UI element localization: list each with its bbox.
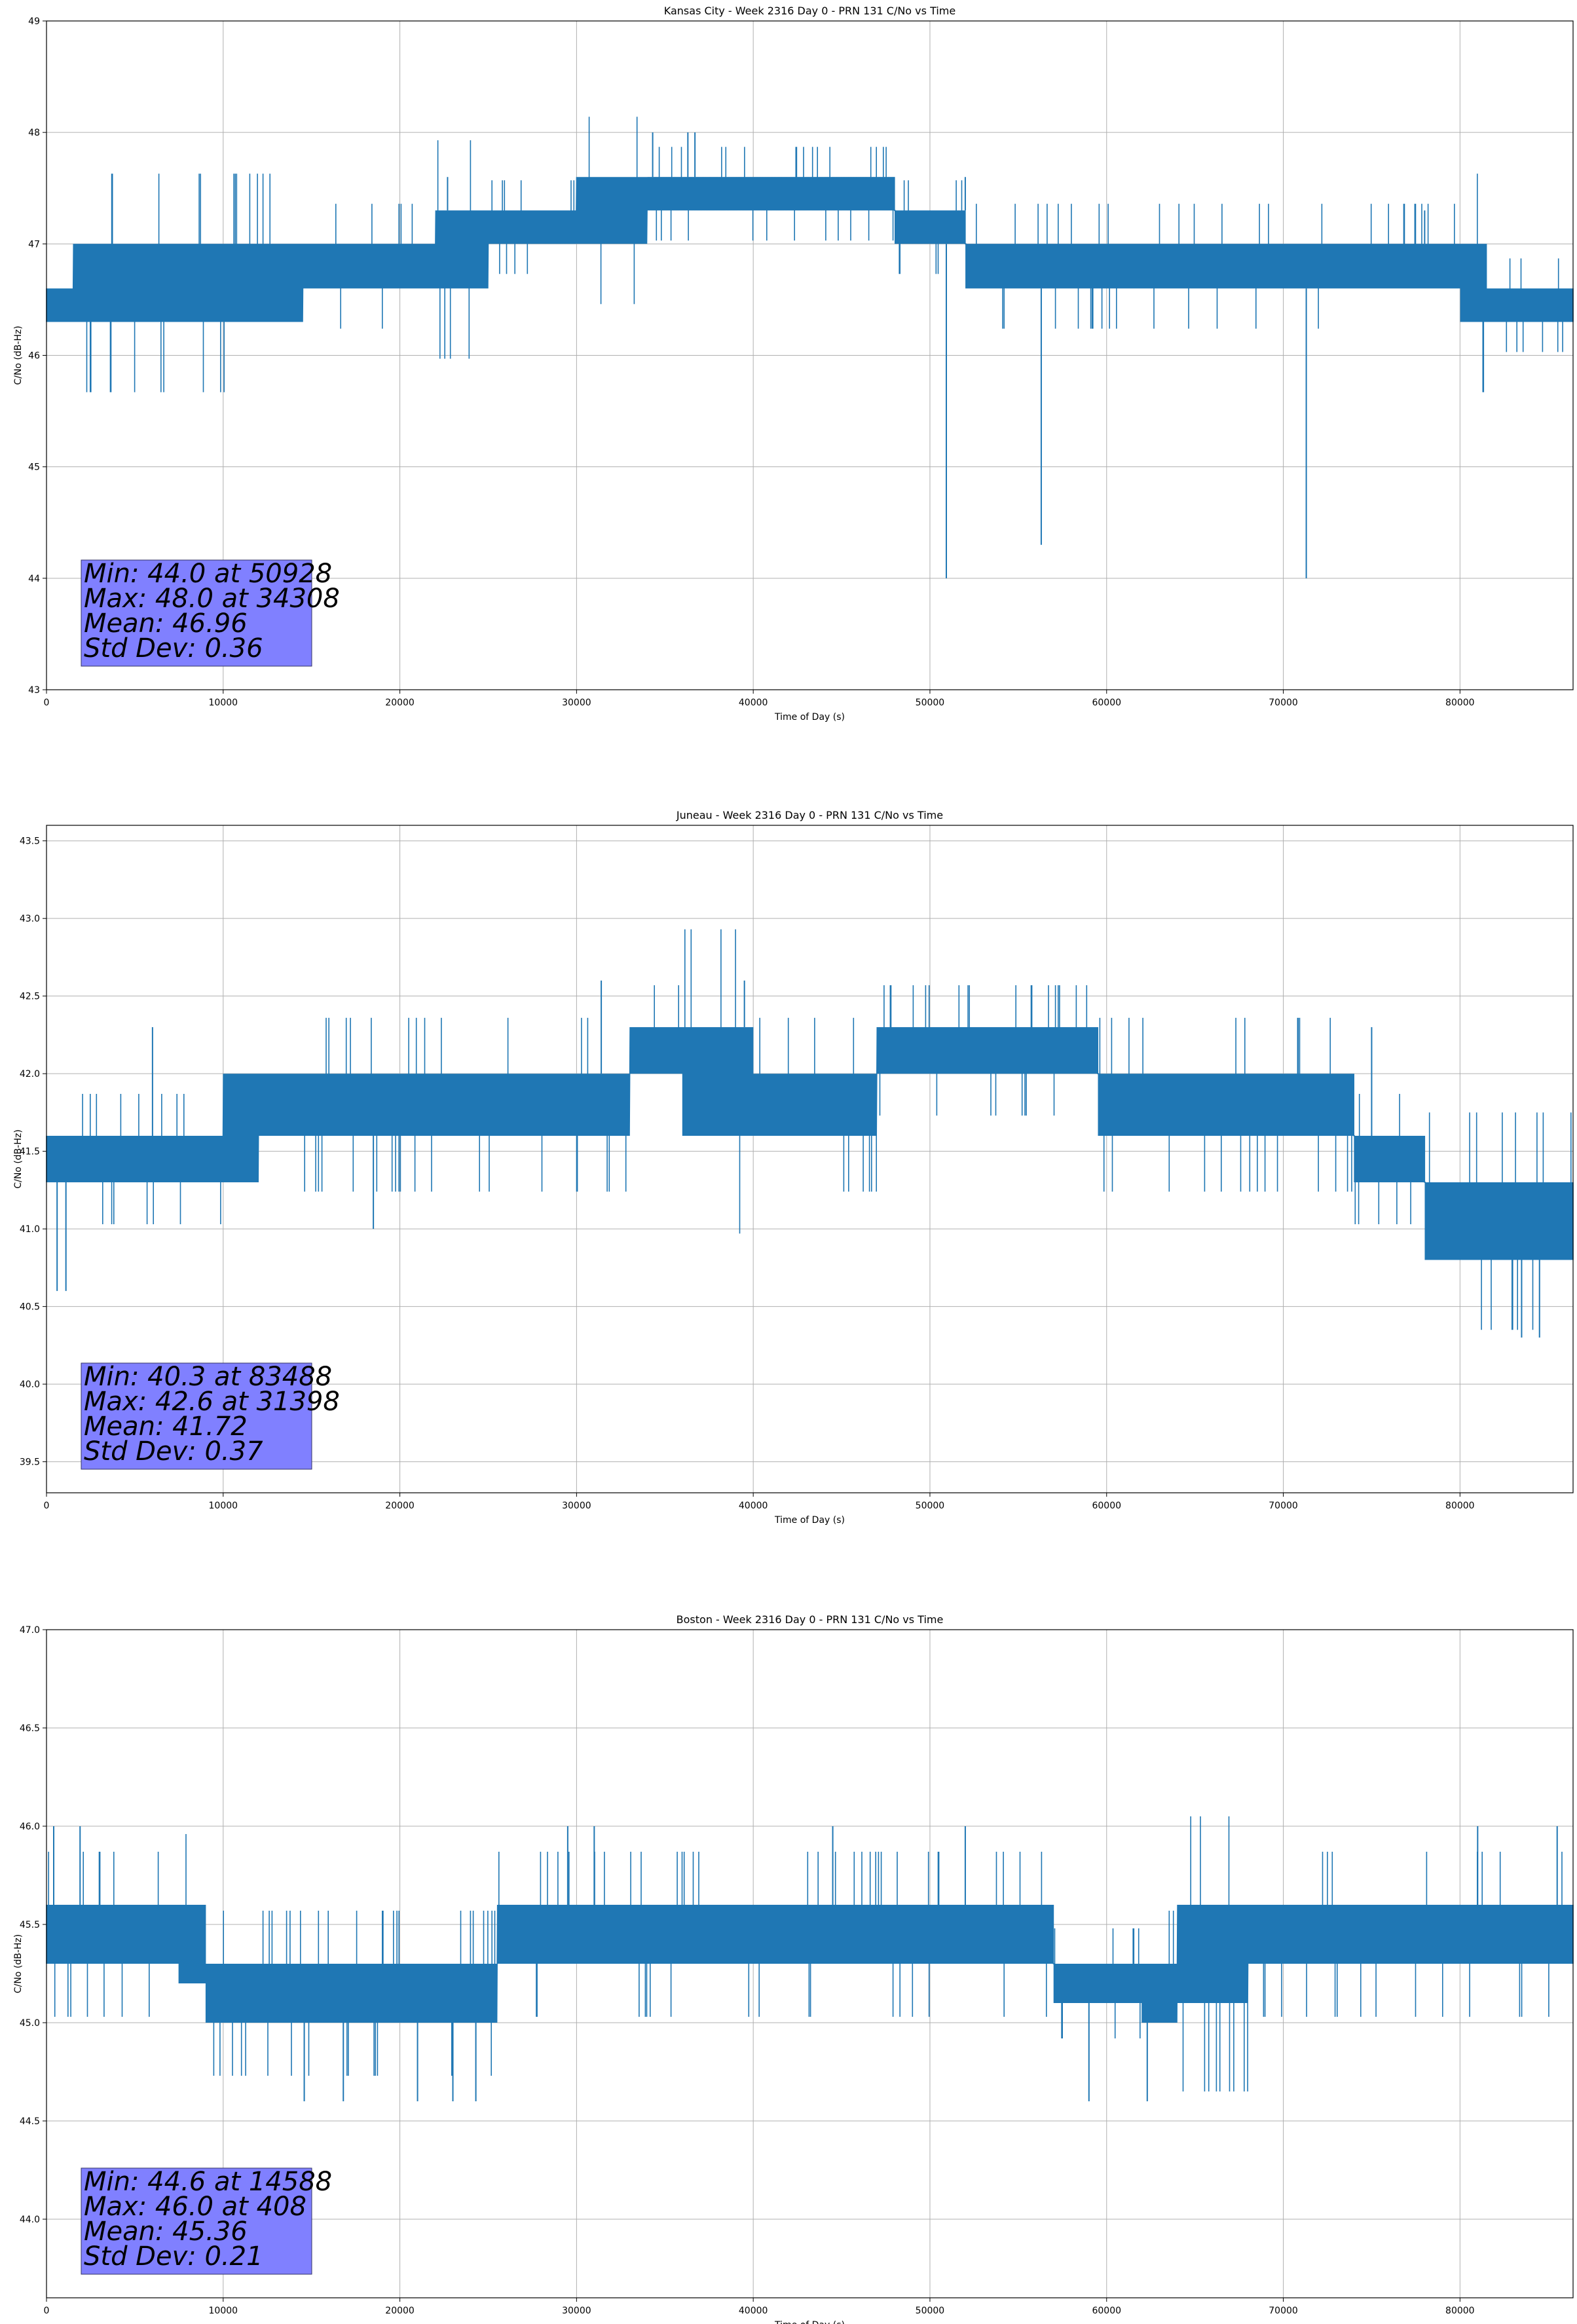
y-tick-label: 40.5 [20, 1302, 40, 1313]
stat-max: Max: 42.6 at 31398 [84, 1387, 340, 1417]
x-tick-label: 10000 [209, 698, 238, 708]
y-axis-label: C/No (dB-Hz) [13, 1934, 24, 1993]
y-tick-label: 42.5 [20, 992, 40, 1002]
y-tick-label: 46.5 [20, 1723, 40, 1734]
chart-panel-1: Juneau - Week 2316 Day 0 - PRN 131 C/No … [13, 809, 1574, 1526]
x-tick-label: 70000 [1269, 1501, 1298, 1511]
x-tick-label: 80000 [1445, 698, 1475, 708]
stat-std: Std Dev: 0.36 [84, 633, 263, 664]
stats-box-bg [81, 559, 312, 667]
x-tick-label: 70000 [1269, 2306, 1298, 2316]
y-axis-label: C/No (dB-Hz) [13, 1129, 24, 1188]
y-tick-label: 43 [28, 685, 40, 696]
chart-title: Juneau - Week 2316 Day 0 - PRN 131 C/No … [676, 809, 943, 821]
plot-frame [46, 20, 1574, 690]
stat-mean: Mean: 46.96 [84, 609, 248, 639]
y-tick-label: 42.0 [20, 1069, 40, 1079]
chart-title: Kansas City - Week 2316 Day 0 - PRN 131 … [664, 5, 955, 17]
x-tick-label: 40000 [739, 1501, 768, 1511]
stat-std: Std Dev: 0.21 [84, 2241, 263, 2272]
x-tick-label: 0 [44, 698, 50, 708]
plot-frame [46, 825, 1574, 1493]
x-tick-label: 40000 [739, 698, 768, 708]
cno-series-line [46, 929, 1574, 1330]
y-tick-label: 45 [28, 462, 40, 473]
x-tick-label: 50000 [916, 1501, 945, 1511]
stat-min: Min: 44.0 at 50928 [84, 559, 332, 589]
y-tick-label: 41.5 [20, 1147, 40, 1157]
x-tick-label: 60000 [1092, 2306, 1121, 2316]
x-tick-label: 10000 [209, 1501, 238, 1511]
x-tick-label: 60000 [1092, 1501, 1121, 1511]
stat-max: Max: 46.0 at 408 [84, 2192, 306, 2222]
x-tick-label: 0 [44, 1501, 50, 1511]
chart-panel-0: Kansas City - Week 2316 Day 0 - PRN 131 … [13, 5, 1574, 722]
y-tick-label: 43.5 [20, 836, 40, 847]
x-tick-label: 30000 [562, 2306, 591, 2316]
y-tick-label: 44.5 [20, 2116, 40, 2127]
stat-min: Min: 44.6 at 14588 [84, 2167, 332, 2197]
x-tick-label: 60000 [1092, 698, 1121, 708]
y-tick-label: 45.5 [20, 1920, 40, 1930]
x-axis-label: Time of Day (s) [774, 1515, 845, 1526]
y-tick-label: 45.0 [20, 2018, 40, 2029]
cno-series-line [46, 117, 1574, 392]
y-tick-label: 46.0 [20, 1822, 40, 1832]
chart-title: Boston - Week 2316 Day 0 - PRN 131 C/No … [677, 1613, 944, 1626]
x-tick-label: 20000 [385, 698, 415, 708]
spikes [447, 132, 1426, 578]
x-tick-label: 70000 [1269, 698, 1298, 708]
x-tick-label: 10000 [209, 2306, 238, 2316]
x-tick-label: 0 [44, 2306, 50, 2316]
x-tick-label: 80000 [1445, 1501, 1475, 1511]
stat-min: Min: 40.3 at 83488 [84, 1362, 332, 1392]
x-tick-label: 80000 [1445, 2306, 1475, 2316]
x-axis-label: Time of Day (s) [774, 2320, 845, 2324]
y-tick-label: 46 [28, 351, 40, 362]
x-tick-label: 20000 [385, 2306, 415, 2316]
spikes [53, 1826, 1558, 2101]
y-axis-label: C/No (dB-Hz) [13, 326, 24, 384]
y-tick-label: 39.5 [20, 1457, 40, 1468]
stats-box-bg [81, 2167, 312, 2275]
x-tick-label: 50000 [916, 2306, 945, 2316]
cno-series-line [46, 1816, 1574, 2091]
y-tick-label: 47 [28, 239, 40, 250]
y-tick-label: 41.0 [20, 1224, 40, 1235]
x-axis-label: Time of Day (s) [774, 712, 845, 722]
y-tick-label: 43.0 [20, 914, 40, 924]
stat-max: Max: 48.0 at 34308 [84, 584, 340, 614]
chart-panel-2: Boston - Week 2316 Day 0 - PRN 131 C/No … [13, 1613, 1574, 2324]
stat-std: Std Dev: 0.37 [84, 1436, 263, 1467]
stats-box-bg [81, 1362, 312, 1470]
y-tick-label: 44 [28, 574, 40, 584]
x-tick-label: 40000 [739, 2306, 768, 2316]
y-tick-label: 47.0 [20, 1625, 40, 1636]
y-tick-label: 40.0 [20, 1379, 40, 1390]
y-tick-label: 49 [28, 16, 40, 27]
plot-frame [46, 1629, 1574, 2298]
x-tick-label: 20000 [385, 1501, 415, 1511]
y-tick-label: 44.0 [20, 2215, 40, 2225]
x-tick-label: 50000 [916, 698, 945, 708]
stat-mean: Mean: 45.36 [84, 2217, 248, 2247]
spikes [56, 980, 1540, 1338]
x-tick-label: 30000 [562, 1501, 591, 1511]
x-tick-label: 30000 [562, 698, 591, 708]
y-tick-label: 48 [28, 128, 40, 138]
stat-mean: Mean: 41.72 [84, 1412, 248, 1442]
